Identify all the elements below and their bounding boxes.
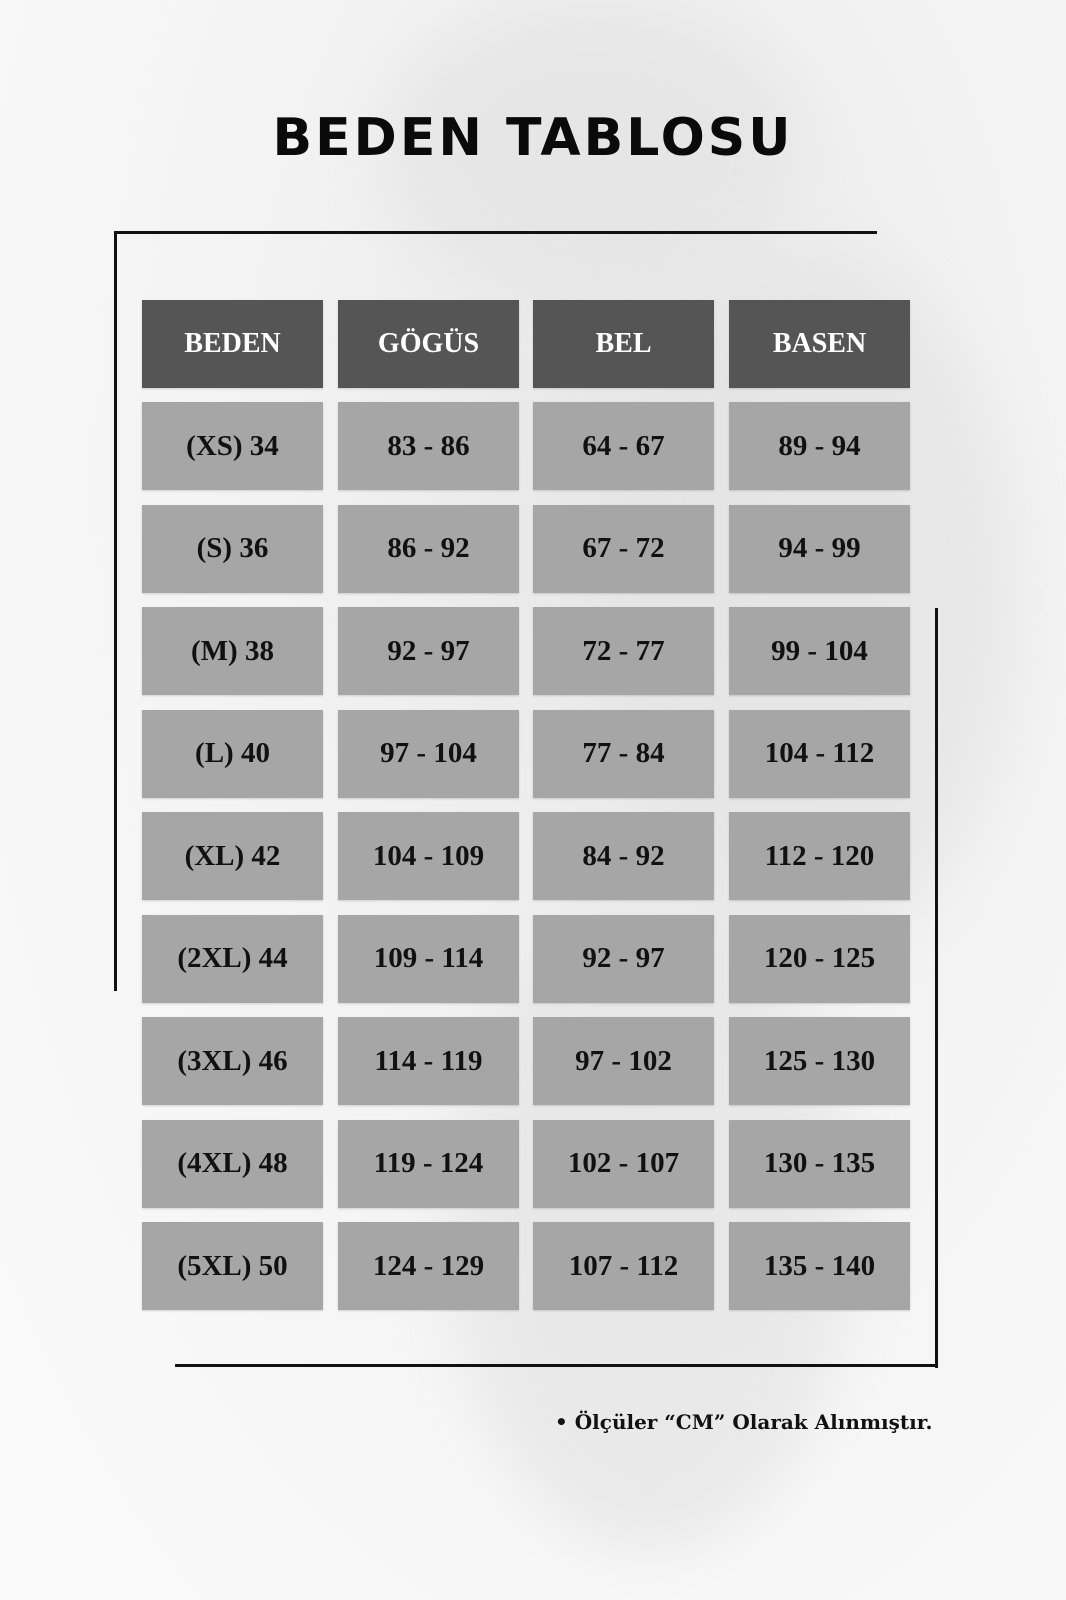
cell-hip: 104 - 112 (729, 709, 910, 798)
header-chest: GÖGÜS (338, 300, 519, 388)
header-waist: BEL (533, 300, 714, 388)
header-size: BEDEN (142, 300, 323, 388)
cell-waist: 107 - 112 (533, 1222, 714, 1310)
cell-size: (XL) 42 (142, 812, 323, 900)
cell-chest: 97 - 104 (338, 709, 519, 798)
page-title: BEDEN TABLOSU (272, 108, 794, 168)
cell-chest: 83 - 86 (338, 402, 519, 490)
cell-chest: 86 - 92 (338, 504, 519, 593)
frame-bottom-line (175, 1364, 938, 1367)
cell-hip: 94 - 99 (729, 504, 910, 593)
cell-waist: 72 - 77 (533, 607, 714, 695)
cell-chest: 119 - 124 (338, 1119, 519, 1208)
cell-size: (5XL) 50 (142, 1222, 323, 1310)
cell-chest: 109 - 114 (338, 914, 519, 1003)
cell-waist: 97 - 102 (533, 1017, 714, 1105)
frame-left-line (114, 231, 117, 991)
measurement-note: • Ölçüler “CM” Olarak Alınmıştır. (555, 1410, 933, 1434)
cell-hip: 135 - 140 (729, 1222, 910, 1310)
cell-size: (S) 36 (142, 504, 323, 593)
frame-top-line (117, 231, 877, 234)
cell-waist: 92 - 97 (533, 914, 714, 1003)
cell-hip: 120 - 125 (729, 914, 910, 1003)
background-silhouette (380, 0, 800, 300)
cell-size: (M) 38 (142, 607, 323, 695)
header-hip: BASEN (729, 300, 910, 388)
cell-waist: 84 - 92 (533, 812, 714, 900)
cell-waist: 102 - 107 (533, 1119, 714, 1208)
cell-size: (L) 40 (142, 709, 323, 798)
cell-size: (XS) 34 (142, 402, 323, 490)
cell-size: (3XL) 46 (142, 1017, 323, 1105)
frame-right-line (935, 608, 938, 1368)
cell-chest: 104 - 109 (338, 812, 519, 900)
cell-waist: 64 - 67 (533, 402, 714, 490)
cell-hip: 89 - 94 (729, 402, 910, 490)
cell-size: (2XL) 44 (142, 914, 323, 1003)
cell-chest: 92 - 97 (338, 607, 519, 695)
cell-waist: 77 - 84 (533, 709, 714, 798)
cell-hip: 99 - 104 (729, 607, 910, 695)
cell-hip: 112 - 120 (729, 812, 910, 900)
cell-hip: 125 - 130 (729, 1017, 910, 1105)
cell-size: (4XL) 48 (142, 1119, 323, 1208)
cell-hip: 130 - 135 (729, 1119, 910, 1208)
cell-waist: 67 - 72 (533, 504, 714, 593)
cell-chest: 114 - 119 (338, 1017, 519, 1105)
cell-chest: 124 - 129 (338, 1222, 519, 1310)
